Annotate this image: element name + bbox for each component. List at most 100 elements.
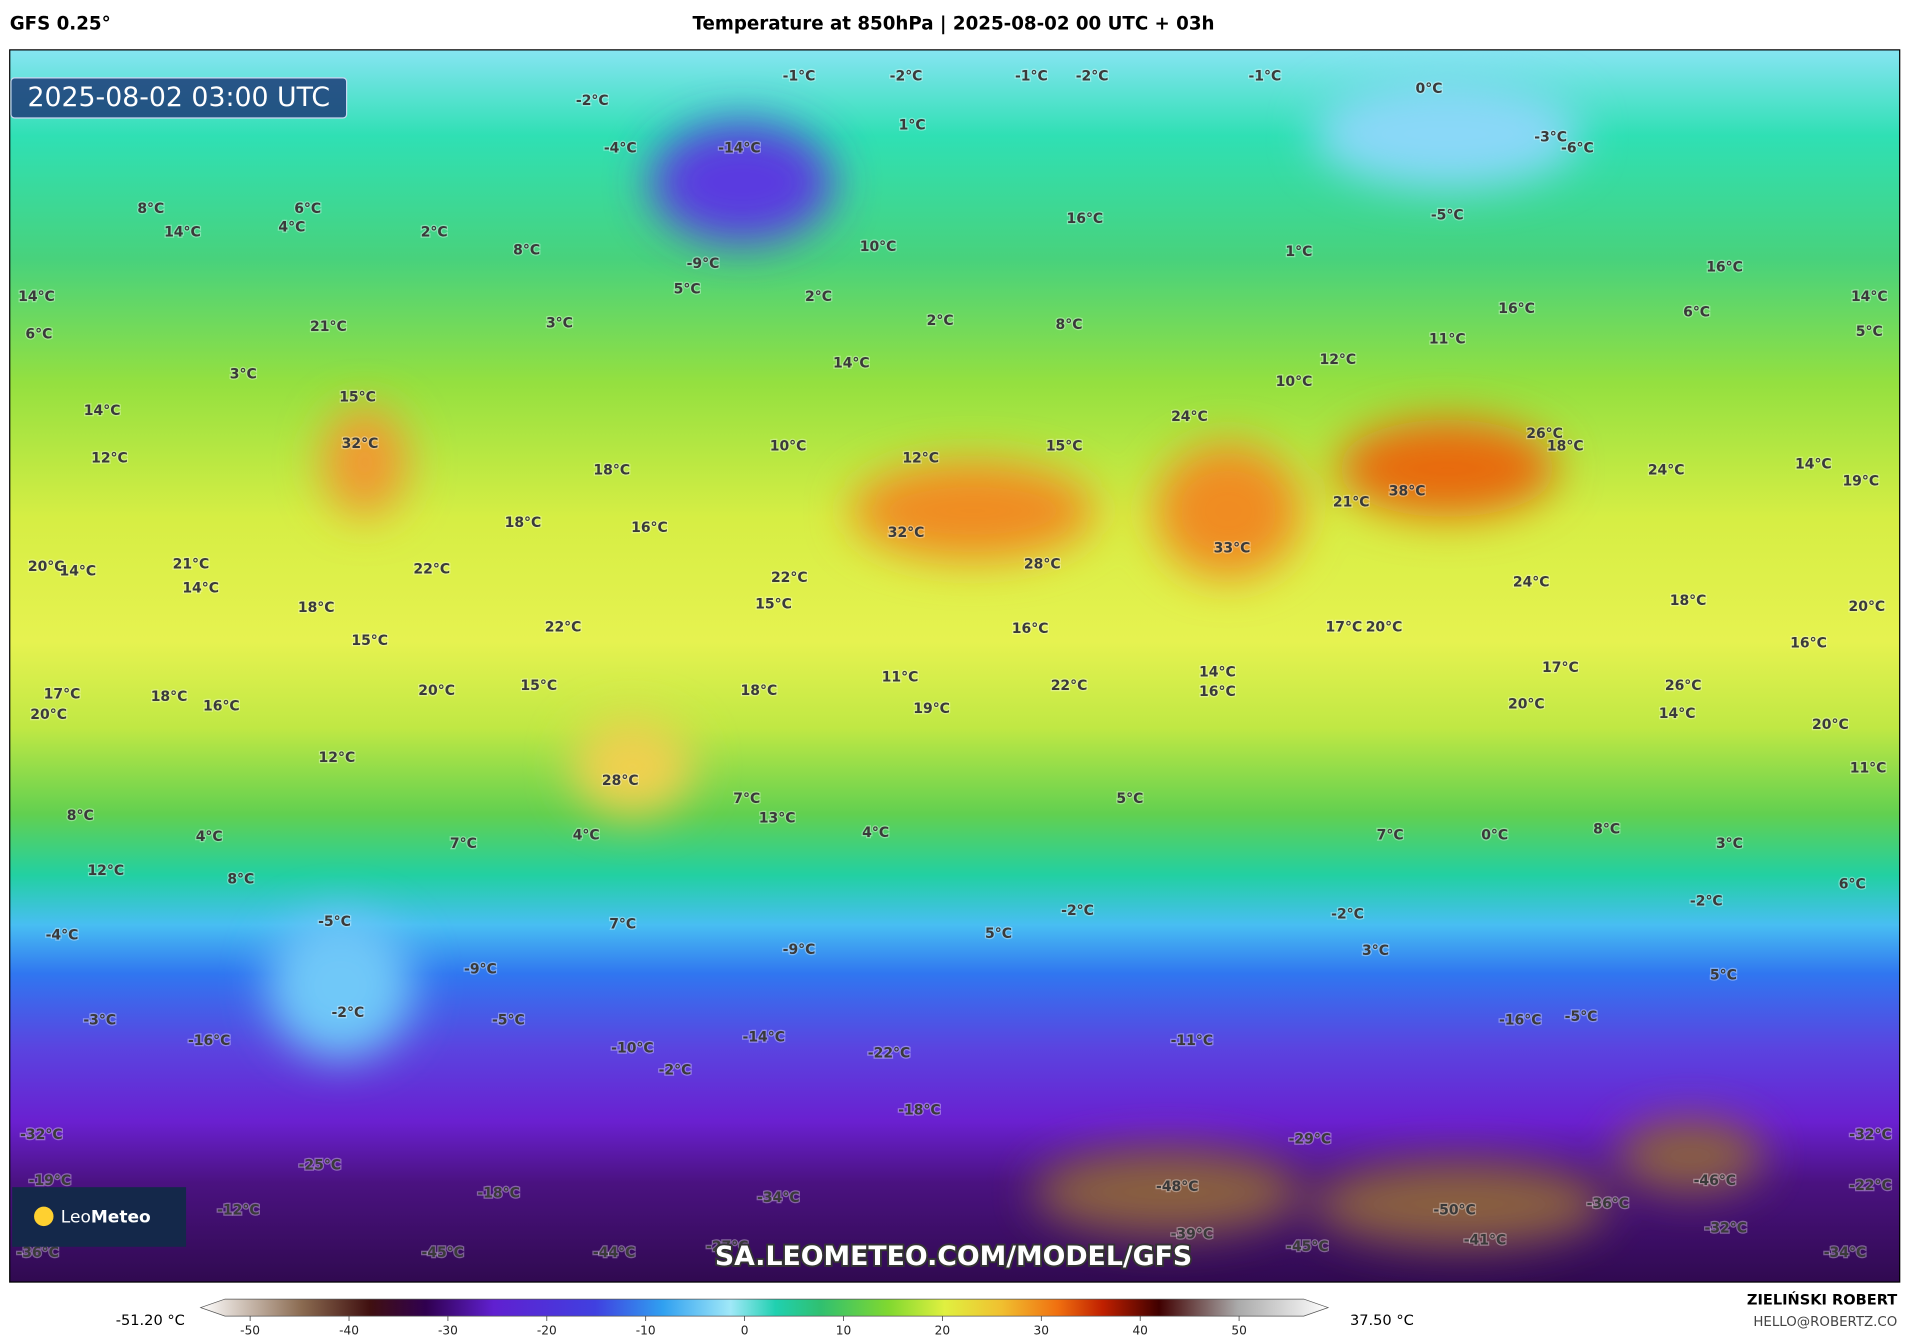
temperature-label: 7°C: [450, 836, 477, 852]
colorbar-tick-label: 10: [836, 1323, 851, 1337]
colorbar-tick-label: -40: [339, 1323, 359, 1337]
temperature-label: -18°C: [898, 1103, 940, 1119]
temperature-label: 22°C: [413, 561, 450, 577]
temperature-label: 26°C: [1526, 426, 1563, 442]
temperature-label: 17°C: [1326, 620, 1363, 636]
temperature-label: 8°C: [1056, 317, 1083, 333]
temperature-label: 20°C: [1812, 717, 1849, 733]
temperature-label: 0°C: [1481, 828, 1508, 844]
map-frame: [9, 49, 1901, 1283]
temperature-label: -32°C: [1849, 1127, 1891, 1143]
temperature-label: 16°C: [1067, 211, 1104, 227]
temperature-label: -6°C: [1561, 140, 1594, 156]
temperature-label: 14°C: [18, 289, 55, 305]
temperature-label: -19°C: [29, 1173, 71, 1189]
temperature-label: 15°C: [339, 390, 376, 406]
map-title: Temperature at 850hPa | 2025-08-02 00 UT…: [692, 13, 1214, 34]
timestamp: 2025-08-02 03:00 UTC: [27, 82, 330, 113]
temperature-label: 16°C: [1199, 684, 1236, 700]
temperature-label: -1°C: [783, 69, 816, 85]
temperature-label: 10°C: [860, 239, 897, 255]
colorbar-tick-label: 50: [1231, 1323, 1246, 1337]
temperature-label: -9°C: [783, 942, 816, 958]
temperature-label: 16°C: [1498, 301, 1535, 317]
temperature-label: 11°C: [1850, 761, 1887, 777]
temperature-label: -5°C: [318, 914, 351, 930]
temperature-label: -14°C: [743, 1030, 785, 1046]
temperature-label: -5°C: [492, 1013, 525, 1029]
temperature-label: -3°C: [83, 1013, 116, 1029]
temperature-label: -22°C: [1849, 1178, 1891, 1194]
temperature-label: 18°C: [741, 683, 778, 699]
temperature-label: -16°C: [1499, 1013, 1541, 1029]
temperature-label: 17°C: [1542, 660, 1579, 676]
model-name: GFS 0.25°: [10, 13, 111, 34]
temperature-label: 21°C: [1333, 494, 1370, 510]
temperature-label: 6°C: [25, 326, 52, 342]
temperature-label: 20°C: [418, 683, 455, 699]
temperature-label: 19°C: [1842, 474, 1879, 490]
temperature-label: -36°C: [1587, 1196, 1629, 1212]
temperature-label: 18°C: [298, 600, 335, 616]
colorbar-tick-label: -50: [240, 1323, 260, 1337]
temperature-label: 12°C: [91, 451, 128, 467]
temperature-label: 14°C: [59, 564, 96, 580]
temperature-label: 8°C: [67, 808, 94, 824]
colorbar-tick-label: -20: [537, 1323, 557, 1337]
temperature-label: -2°C: [659, 1062, 692, 1078]
temperature-label: -25°C: [299, 1157, 341, 1173]
temperature-label: 22°C: [1051, 678, 1088, 694]
colorbar-tick-label: 40: [1132, 1323, 1147, 1337]
colorbar-tick-label: -10: [636, 1323, 656, 1337]
logo-text: LeoMeteo: [61, 1208, 151, 1228]
temperature-label: 14°C: [84, 403, 121, 419]
temperature-label: -2°C: [1076, 69, 1109, 85]
temperature-label: 8°C: [137, 201, 164, 217]
temperature-label: 28°C: [1024, 556, 1061, 572]
temperature-label: -4°C: [604, 140, 637, 156]
temperature-label: 13°C: [759, 811, 796, 827]
temperature-label: -2°C: [890, 69, 923, 85]
temperature-label: 21°C: [310, 319, 347, 335]
temperature-label: 10°C: [1276, 374, 1313, 390]
temperature-label: 17°C: [44, 687, 81, 703]
temperature-label: -29°C: [1289, 1132, 1331, 1148]
temperature-label: -48°C: [1156, 1179, 1198, 1195]
temperature-label: 3°C: [230, 367, 257, 383]
temperature-label: -16°C: [188, 1033, 230, 1049]
temperature-label: -34°C: [1824, 1245, 1866, 1261]
temperature-label: -12°C: [217, 1202, 259, 1218]
temperature-label: 16°C: [1706, 260, 1743, 276]
temperature-label: 4°C: [196, 829, 223, 845]
temperature-label: 12°C: [319, 750, 356, 766]
colorbar-max: 37.50 °C: [1350, 1312, 1414, 1329]
temperature-label: 16°C: [1012, 621, 1049, 637]
temperature-label: -50°C: [1433, 1202, 1475, 1218]
temperature-label: 5°C: [1116, 791, 1143, 807]
map-field: [9, 49, 1900, 1283]
temperature-label: 16°C: [203, 699, 240, 715]
temperature-label: -1°C: [1015, 69, 1048, 85]
temperature-label: -3°C: [1534, 129, 1567, 145]
colorbar-min: -51.20 °C: [116, 1312, 185, 1329]
temperature-label: -5°C: [1565, 1009, 1598, 1025]
temperature-label: -2°C: [576, 93, 609, 109]
temperature-label: 20°C: [30, 707, 67, 723]
temperature-label: -32°C: [20, 1127, 62, 1143]
temperature-label: -9°C: [464, 961, 497, 977]
colorbar-tick-label: 30: [1034, 1323, 1049, 1337]
temperature-label: -34°C: [757, 1190, 799, 1206]
temperature-label: -46°C: [1694, 1173, 1736, 1189]
temperature-label: -2°C: [1331, 907, 1364, 923]
temperature-label: 5°C: [1710, 968, 1737, 984]
temperature-label: 18°C: [151, 689, 188, 705]
temperature-label: 21°C: [173, 556, 210, 572]
temperature-label: 3°C: [1716, 836, 1743, 852]
temperature-label: 18°C: [1670, 593, 1707, 609]
temperature-label: 11°C: [882, 670, 919, 686]
logo-sun: [34, 1206, 54, 1227]
logo-leo: Leo: [61, 1208, 91, 1228]
temperature-label: 32°C: [342, 436, 379, 452]
